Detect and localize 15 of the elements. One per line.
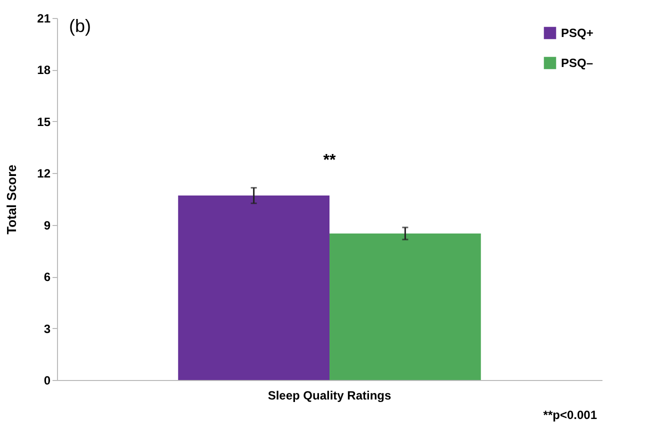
y-tick-label: 3 [44, 322, 51, 336]
legend-label: PSQ+ [561, 26, 594, 40]
y-tick-label: 9 [44, 218, 51, 232]
y-tick-label: 6 [44, 270, 51, 284]
y-tick-label: 18 [37, 63, 51, 78]
text: **p<0.001 [543, 408, 598, 422]
legend-label: PSQ– [561, 56, 594, 70]
annotation: (b) [69, 16, 91, 36]
y-axis-title: Total Score [4, 164, 20, 234]
y-tick-label: 12 [37, 166, 51, 181]
y-tick-label: 21 [37, 12, 51, 26]
annotation: ** [323, 152, 336, 169]
y-tick-label: 0 [44, 374, 51, 388]
y-tick-label: 15 [37, 114, 51, 129]
x-tick-label: Sleep Quality Ratings [268, 388, 392, 402]
